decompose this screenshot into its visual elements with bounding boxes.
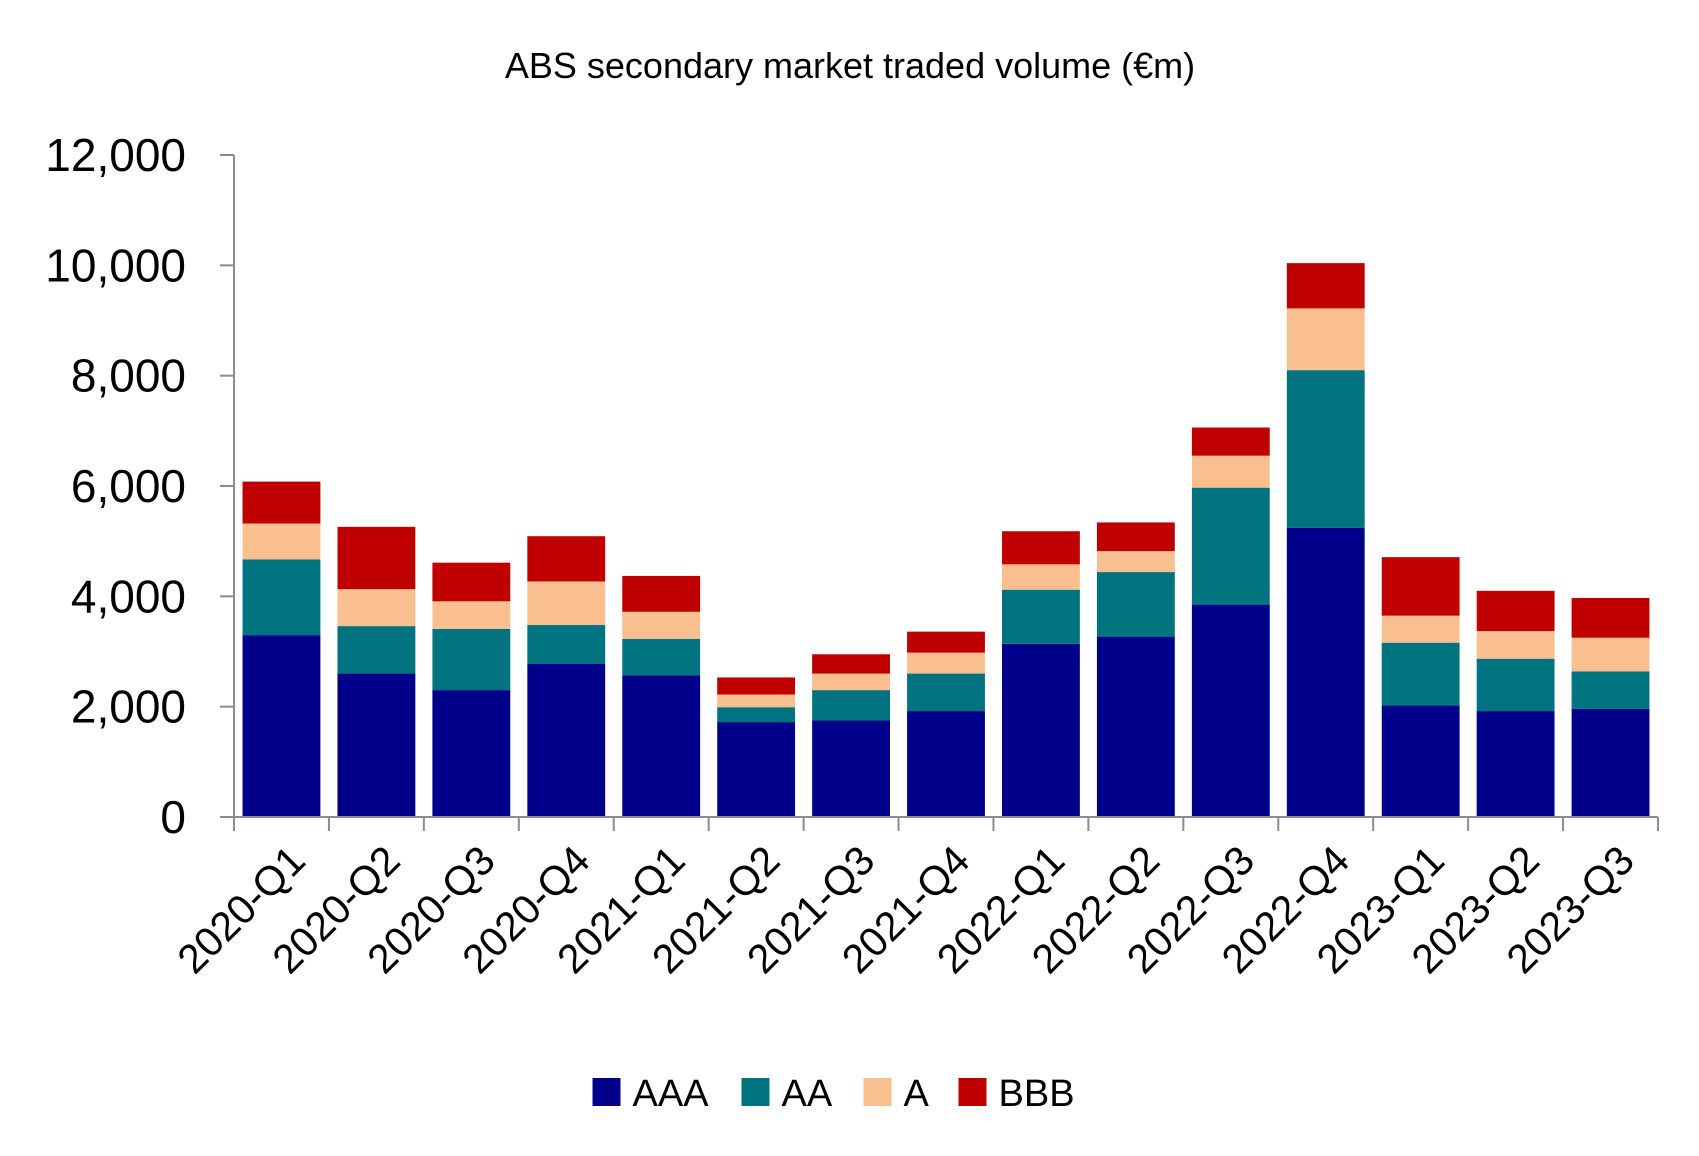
y-tick-label: 10,000 xyxy=(45,239,186,291)
bar-bbb-2023-q2 xyxy=(1476,590,1555,632)
bar-bbb-2021-q3 xyxy=(812,654,890,674)
legend: AAA AA A BBB xyxy=(592,1073,1075,1115)
bar-a-2021-q4 xyxy=(907,652,985,674)
bar-bbb-2023-q3 xyxy=(1571,597,1650,638)
bar-bbb-2022-q2 xyxy=(1096,522,1175,552)
bar-aa-2020-q2 xyxy=(337,626,416,674)
bar-aa-2021-q3 xyxy=(812,690,890,721)
bar-aa-2021-q1 xyxy=(622,638,701,676)
bar-a-2022-q3 xyxy=(1191,455,1270,488)
legend-label-bbb: BBB xyxy=(999,1073,1075,1115)
legend-label-aaa: AAA xyxy=(633,1073,710,1115)
bar-aa-2022-q3 xyxy=(1191,487,1270,605)
bar-bbb-2022-q3 xyxy=(1191,427,1270,456)
y-tick-label: 8,000 xyxy=(71,350,186,402)
bar-aaa-2020-q2 xyxy=(337,673,416,817)
bar-bbb-2021-q4 xyxy=(907,631,985,653)
x-axis: 2020-Q12020-Q22020-Q32020-Q42021-Q12021-… xyxy=(168,816,1659,982)
y-axis: 0 2,000 4,000 6,000 8,000 10,000 12,000 xyxy=(45,129,235,843)
y-tick-label: 6,000 xyxy=(71,460,186,512)
bar-aa-2022-q4 xyxy=(1286,370,1365,528)
bar-aa-2023-q3 xyxy=(1571,671,1650,709)
bar-a-2020-q4 xyxy=(527,581,606,626)
bar-a-2023-q1 xyxy=(1381,615,1460,643)
bar-aaa-2021-q3 xyxy=(812,720,890,817)
bar-bbb-2020-q3 xyxy=(432,562,511,602)
legend-label-a: A xyxy=(904,1073,930,1115)
bar-bbb-2023-q1 xyxy=(1381,557,1460,616)
chart-title: ABS secondary market traded volume (€m) xyxy=(505,45,1195,86)
bar-aaa-2020-q1 xyxy=(242,635,321,817)
bar-a-2021-q3 xyxy=(812,673,890,691)
bar-bbb-2020-q2 xyxy=(337,526,416,590)
legend-swatch-aaa xyxy=(592,1078,621,1106)
bar-aa-2020-q3 xyxy=(432,628,511,691)
bar-aa-2021-q4 xyxy=(907,673,985,712)
legend-swatch-bbb xyxy=(958,1078,987,1106)
bar-aa-2020-q4 xyxy=(527,625,606,664)
bar-aaa-2022-q1 xyxy=(1002,643,1080,817)
bar-aaa-2020-q4 xyxy=(527,663,606,817)
y-tick-label: 12,000 xyxy=(45,129,186,181)
bar-aa-2022-q1 xyxy=(1002,589,1080,644)
y-tick-label: 4,000 xyxy=(71,570,186,622)
bar-aa-2023-q1 xyxy=(1381,642,1460,706)
bar-aaa-2020-q3 xyxy=(432,690,511,817)
bar-aaa-2022-q2 xyxy=(1096,636,1175,817)
bars-layer xyxy=(242,263,1650,817)
legend-swatch-a xyxy=(863,1078,892,1106)
bar-a-2021-q1 xyxy=(622,611,701,639)
bar-aa-2020-q1 xyxy=(242,559,321,636)
bar-a-2022-q2 xyxy=(1096,551,1175,573)
bar-a-2020-q2 xyxy=(337,589,416,627)
bar-aa-2022-q2 xyxy=(1096,572,1175,637)
bar-aaa-2023-q3 xyxy=(1571,708,1650,817)
bar-aaa-2021-q2 xyxy=(717,722,796,817)
bar-aa-2021-q2 xyxy=(717,707,796,723)
bar-aaa-2023-q1 xyxy=(1381,705,1460,817)
bar-bbb-2022-q4 xyxy=(1286,263,1365,309)
bar-aaa-2022-q3 xyxy=(1191,604,1270,817)
bar-aaa-2021-q1 xyxy=(622,675,701,817)
bar-a-2020-q1 xyxy=(242,523,321,560)
bar-bbb-2021-q1 xyxy=(622,575,701,612)
bar-a-2022-q4 xyxy=(1286,308,1365,371)
bar-aaa-2022-q4 xyxy=(1286,527,1365,817)
bar-aaa-2023-q2 xyxy=(1476,711,1555,817)
y-tick-label: 0 xyxy=(160,791,186,843)
bar-a-2020-q3 xyxy=(432,601,511,629)
bar-bbb-2021-q2 xyxy=(717,677,796,695)
bar-aaa-2021-q4 xyxy=(907,711,985,817)
legend-label-aa: AA xyxy=(782,1073,833,1115)
bar-a-2023-q3 xyxy=(1571,637,1650,672)
bar-bbb-2020-q1 xyxy=(242,481,321,524)
bar-a-2021-q2 xyxy=(717,694,796,708)
bar-bbb-2022-q1 xyxy=(1002,531,1080,565)
bar-a-2023-q2 xyxy=(1476,631,1555,659)
bar-a-2022-q1 xyxy=(1002,564,1080,590)
bar-bbb-2020-q4 xyxy=(527,536,606,582)
legend-swatch-aa xyxy=(741,1078,770,1106)
y-tick-label: 2,000 xyxy=(71,681,186,733)
bar-aa-2023-q2 xyxy=(1476,658,1555,712)
